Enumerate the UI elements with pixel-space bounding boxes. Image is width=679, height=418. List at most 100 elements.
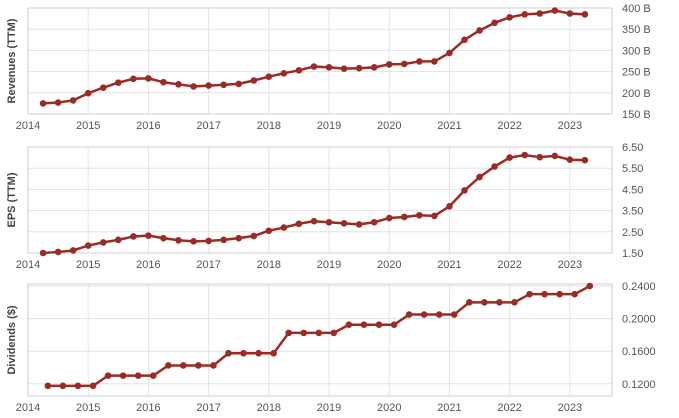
- revenues-data-point: [446, 49, 453, 57]
- eps-ytick-label: 6.50: [622, 142, 643, 154]
- revenues-xtick-label: 2017: [196, 120, 220, 132]
- revenues-plot-frame: [27, 7, 613, 115]
- dividends-ytick-label: 0.1600: [622, 346, 656, 358]
- revenues-xtick-label: 2014: [16, 120, 40, 132]
- eps-data-point: [145, 232, 152, 239]
- dividends-data-point: [255, 349, 262, 357]
- dividends-xtick-label: 2018: [257, 402, 281, 413]
- revenues-data-point: [521, 11, 529, 18]
- revenues-xtick-label: 2021: [437, 120, 461, 132]
- dividends-data-point: [586, 282, 594, 290]
- revenues-data-point: [581, 11, 589, 18]
- eps-data-point: [220, 236, 227, 244]
- revenues-data-point: [506, 14, 513, 21]
- eps-data-point: [476, 173, 483, 181]
- revenues-data-point: [295, 67, 303, 74]
- dividends-data-point: [375, 321, 383, 329]
- revenues-ytick-label: 350 B: [622, 24, 651, 36]
- dividends-data-point: [360, 321, 368, 329]
- revenues-xtick-label: 2019: [317, 120, 341, 132]
- eps-xtick-label: 2014: [16, 259, 40, 271]
- dividends-data-point: [450, 311, 458, 318]
- dividends-data-point: [345, 321, 353, 329]
- eps-data-point: [84, 242, 92, 249]
- dividends-ytick-label: 0.2000: [622, 314, 656, 326]
- revenues-xtick-label: 2023: [558, 120, 582, 132]
- dividends-data-point: [541, 290, 548, 298]
- dividends-data-point: [164, 362, 172, 369]
- eps-xtick-label: 2018: [257, 259, 281, 271]
- eps-data-point: [115, 236, 122, 244]
- dividends-data-point: [89, 382, 97, 390]
- revenues-ytick-label: 150 B: [622, 109, 651, 121]
- dividends-y-axis-label: Dividends ($): [6, 305, 18, 374]
- dividends-xtick-label: 2017: [196, 402, 220, 413]
- dividends-data-point: [285, 329, 292, 337]
- revenues-data-point: [385, 61, 393, 68]
- eps-data-point: [205, 237, 212, 245]
- revenues-xtick-label: 2018: [257, 120, 281, 132]
- eps-data-point: [295, 220, 303, 228]
- dividends-data-point: [481, 299, 488, 306]
- revenues-data-point: [39, 100, 47, 107]
- eps-xtick-label: 2022: [497, 259, 521, 271]
- dividends-xtick-label: 2020: [377, 402, 401, 413]
- dividends-data-point: [466, 299, 473, 306]
- revenues-data-point: [310, 63, 318, 70]
- eps-xtick-label: 2015: [76, 259, 100, 271]
- revenues-data-point: [355, 64, 363, 72]
- dividends-data-point: [390, 321, 398, 329]
- dividends-xtick-label: 2023: [558, 402, 582, 413]
- revenues-data-point: [115, 79, 122, 86]
- eps-xtick-label: 2016: [136, 259, 160, 271]
- revenues-ytick-label: 250 B: [622, 67, 651, 79]
- eps-data-point: [54, 248, 62, 256]
- eps-data-point: [355, 221, 363, 228]
- dividends-data-point: [511, 299, 518, 306]
- eps-data-point: [506, 154, 513, 161]
- revenues-data-point: [235, 80, 243, 88]
- dividends-data-point: [134, 372, 142, 379]
- revenues-data-point: [566, 10, 574, 17]
- revenues-data-point: [370, 64, 378, 71]
- dividends-data-point: [119, 372, 127, 379]
- eps-xtick-label: 2019: [317, 259, 341, 271]
- eps-data-point: [69, 247, 77, 254]
- eps-data-point: [265, 227, 273, 235]
- revenues-xtick-label: 2015: [76, 120, 100, 132]
- dividends-data-point: [420, 311, 428, 318]
- dividends-data-point: [315, 329, 323, 337]
- dividends-data-point: [405, 311, 413, 318]
- revenues-data-point: [491, 19, 498, 27]
- revenues-ytick-label: 200 B: [622, 88, 651, 100]
- revenues-data-point: [280, 69, 288, 77]
- eps-data-point: [385, 214, 393, 222]
- revenues-data-point: [190, 83, 197, 90]
- dividends-data-point: [556, 290, 563, 298]
- dividends-ytick-label: 0.2400: [622, 281, 656, 293]
- eps-data-point: [325, 218, 333, 226]
- eps-data-point: [431, 212, 438, 220]
- revenues-data-point: [431, 58, 438, 65]
- revenues-data-point: [265, 73, 273, 80]
- eps-ytick-label: 2.50: [622, 227, 643, 239]
- revenues-data-point: [84, 89, 92, 97]
- revenues-data-point: [325, 64, 333, 71]
- dividends-data-point: [149, 372, 157, 379]
- revenues-data-point: [551, 7, 559, 14]
- revenues-series-line: [42, 9, 585, 105]
- revenues-data-point: [536, 10, 544, 17]
- eps-data-point: [581, 156, 589, 164]
- dividends-data-point: [496, 299, 503, 306]
- revenues-data-point: [99, 84, 107, 92]
- eps-data-point: [400, 213, 408, 221]
- dividends-data-point: [300, 329, 308, 337]
- dividends-data-point: [44, 382, 52, 390]
- eps-data-point: [521, 151, 529, 159]
- dividends-data-point: [210, 362, 217, 369]
- eps-data-point: [551, 152, 559, 160]
- dividends-data-point: [270, 349, 277, 357]
- eps-y-axis-label: EPS (TTM): [6, 172, 18, 227]
- dividends-data-point: [571, 290, 578, 298]
